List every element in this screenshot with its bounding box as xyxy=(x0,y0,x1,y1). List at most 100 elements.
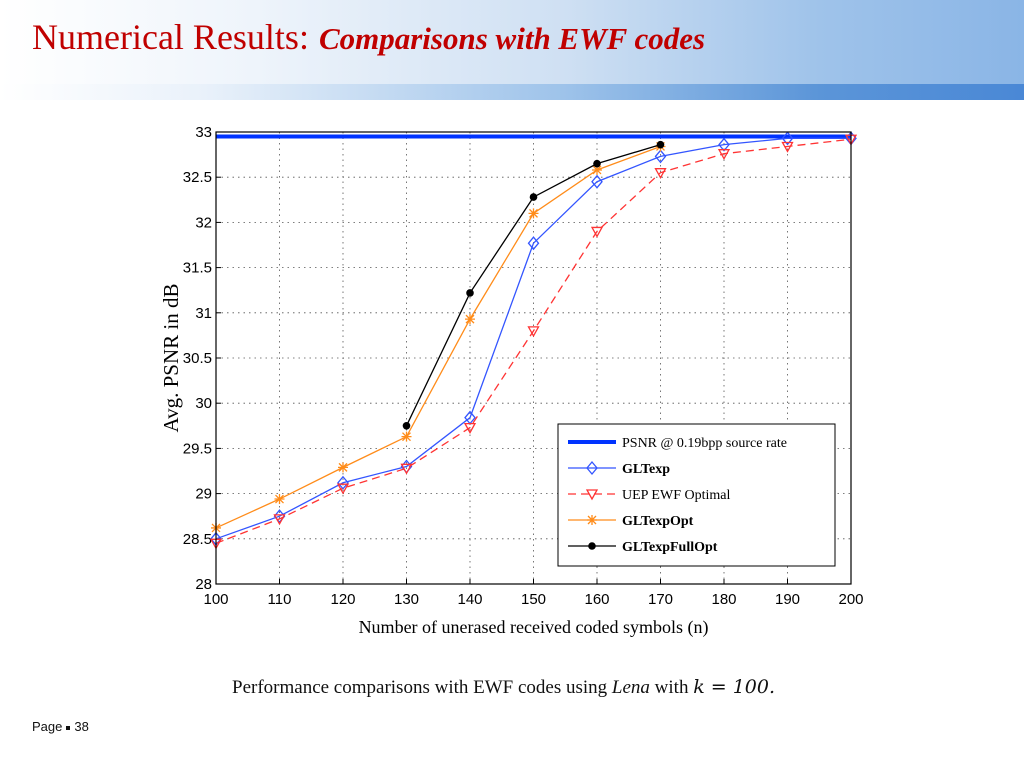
marker-shape xyxy=(465,314,475,325)
y-tick-label: 32.5 xyxy=(183,169,212,186)
marker-shape xyxy=(587,515,597,525)
footer-label: Page xyxy=(32,719,63,734)
marker-shape xyxy=(274,494,285,505)
page-number: 38 xyxy=(74,719,89,734)
data-point xyxy=(273,509,286,524)
header-band xyxy=(0,0,1024,84)
chart-legend: PSNR @ 0.19bpp source rate GLTexp UEP EWF … xyxy=(557,423,836,567)
legend-entry: PSNR @ 0.19bpp source rate xyxy=(568,436,787,451)
data-point xyxy=(717,149,731,161)
figure-caption: Performance comparisons with EWF codes u… xyxy=(232,676,775,699)
x-axis-label: Number of unerased received coded symbol… xyxy=(359,617,709,638)
y-tick-label: 28 xyxy=(195,576,212,593)
data-point xyxy=(274,494,285,505)
y-axis-label: Avg. PSNR in dB xyxy=(159,284,183,433)
slide-title: Numerical Results: Comparisons with EWF c… xyxy=(32,16,705,58)
marker-shape xyxy=(527,236,540,251)
data-point xyxy=(529,193,538,201)
marker-shape xyxy=(528,208,539,219)
legend-marker xyxy=(587,515,597,525)
data-point xyxy=(654,168,667,180)
series-line xyxy=(215,137,851,540)
data-point xyxy=(400,463,413,475)
data-point xyxy=(781,141,794,153)
data-point xyxy=(528,208,539,219)
marker-shape xyxy=(463,422,477,434)
x-tick-label: 180 xyxy=(711,591,736,608)
marker-shape xyxy=(336,483,350,495)
marker-shape xyxy=(337,475,349,490)
x-tick-label: 140 xyxy=(457,591,482,608)
slide-title-main: Numerical Results: xyxy=(32,17,309,57)
marker-shape xyxy=(717,149,731,161)
marker-shape xyxy=(273,514,286,526)
x-tick-label: 170 xyxy=(648,591,673,608)
legend-label: GLTexpOpt xyxy=(622,514,694,529)
marker-shape xyxy=(591,174,603,189)
data-point xyxy=(654,149,667,164)
legend-label: PSNR @ 0.19bpp source rate xyxy=(622,436,787,451)
marker-shape xyxy=(585,489,599,501)
data-point xyxy=(337,475,349,490)
marker-shape xyxy=(529,193,538,201)
data-point xyxy=(590,226,604,238)
marker-shape xyxy=(401,431,412,442)
marker-shape xyxy=(588,542,596,550)
x-tick-label: 110 xyxy=(268,591,292,608)
page-footer: Page 38 xyxy=(32,719,89,734)
data-point xyxy=(718,137,730,152)
legend-label: UEP EWF Optimal xyxy=(622,488,730,503)
y-tick-label: 31.5 xyxy=(183,260,212,277)
slide-title-sub: Comparisons with EWF codes xyxy=(318,21,706,56)
legend-entry: GLTexpFullOpt xyxy=(568,540,718,555)
legend-marker xyxy=(586,460,598,476)
marker-shape xyxy=(400,463,413,475)
x-tick-label: 120 xyxy=(330,591,355,608)
marker-shape xyxy=(718,137,730,152)
legend-entry: GLTexp xyxy=(568,460,670,477)
data-point xyxy=(527,326,540,338)
marker-shape xyxy=(654,168,667,180)
y-tick-label: 28.5 xyxy=(183,531,212,548)
header-accent-line xyxy=(0,84,1024,100)
caption-image-name: Lena xyxy=(611,677,650,698)
x-tick-label: 150 xyxy=(521,591,546,608)
data-point xyxy=(466,289,474,297)
y-tick-label: 30 xyxy=(195,395,212,412)
axes-frame xyxy=(215,131,852,585)
legend-label: GLTexp xyxy=(622,462,670,477)
y-tick-label: 32 xyxy=(195,214,212,231)
x-tick-label: 160 xyxy=(584,591,609,608)
marker-shape xyxy=(466,289,474,297)
marker-shape xyxy=(402,422,411,430)
data-point xyxy=(592,164,602,175)
data-point xyxy=(465,314,475,325)
legend-entry: UEP EWF Optimal xyxy=(568,488,730,503)
data-point xyxy=(527,236,540,251)
y-tick-label: 29 xyxy=(195,486,212,503)
data-point xyxy=(781,131,794,146)
series-line xyxy=(215,138,852,544)
y-tick-label: 31 xyxy=(195,305,212,322)
data-point xyxy=(273,514,286,526)
caption-math: k = 100. xyxy=(693,676,776,698)
marker-shape xyxy=(781,141,794,153)
legend-entry: GLTexpOpt xyxy=(568,514,694,529)
series-line xyxy=(215,145,661,529)
y-tick-label: 33 xyxy=(195,124,212,141)
data-point xyxy=(591,174,603,189)
x-tick-label: 200 xyxy=(838,591,863,608)
legend-marker xyxy=(588,542,596,550)
x-tick-label: 190 xyxy=(775,591,800,608)
legend-box xyxy=(557,423,836,567)
marker-shape xyxy=(273,509,286,524)
marker-shape xyxy=(338,462,348,473)
data-point xyxy=(401,431,412,442)
marker-shape xyxy=(781,131,794,146)
y-tick-label: 30.5 xyxy=(183,350,212,367)
data-point xyxy=(656,140,665,149)
marker-shape xyxy=(593,159,601,168)
marker-shape xyxy=(527,326,540,338)
caption-with: with xyxy=(649,677,694,698)
